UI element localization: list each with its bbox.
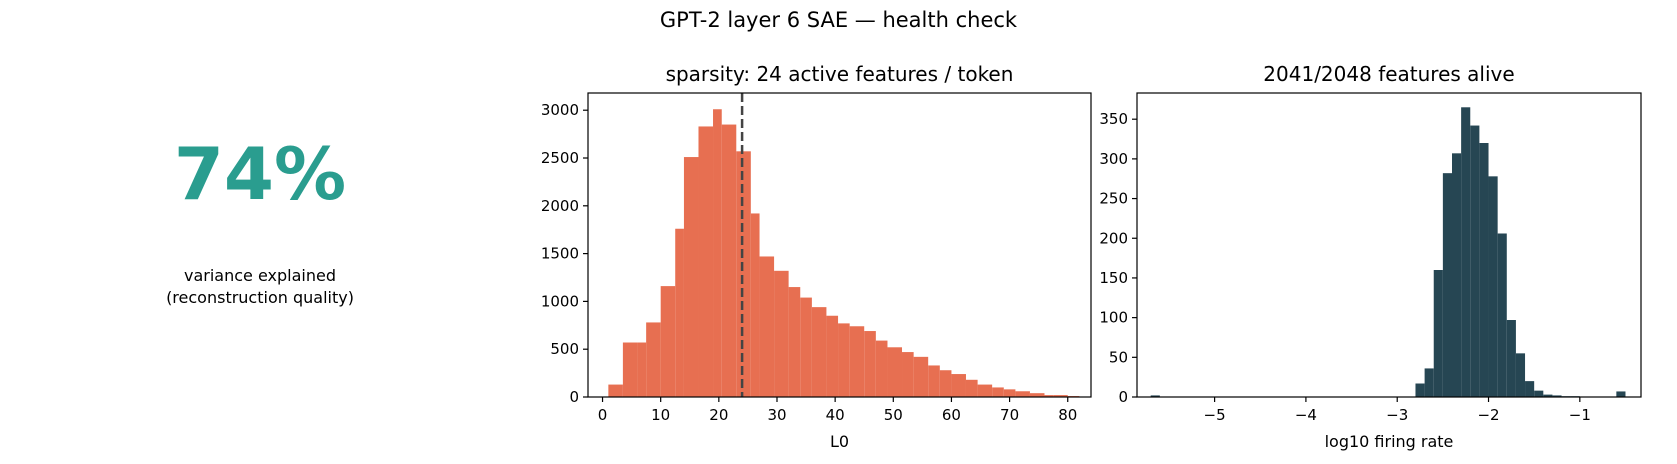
chart-2-y-tick-label: 300 xyxy=(1099,150,1128,168)
chart-2-title: 2041/2048 features alive xyxy=(1263,62,1514,86)
chart-1-bar xyxy=(887,347,903,397)
chart-2-bar xyxy=(1543,394,1553,397)
chart-2-bar xyxy=(1415,383,1425,397)
chart-2: −5 −4 −3 −2 −1 0 50 100 150 200 250 300 350 2041/2048… xyxy=(1099,62,1642,451)
chart-1-x-tick-label: 0 xyxy=(598,406,608,424)
chart-2-bar xyxy=(1616,391,1626,397)
chart-1-bar xyxy=(902,352,914,397)
chart-1-bar xyxy=(928,365,940,397)
chart-2-bar xyxy=(1424,368,1434,397)
chart-1-bar xyxy=(913,356,929,397)
chart-2-x-tick-label: −3 xyxy=(1386,406,1408,424)
chart-1-bar xyxy=(721,124,737,397)
chart-1-bar xyxy=(864,331,876,397)
chart-1-x-tick-label: 60 xyxy=(942,406,961,424)
chart-1-bar xyxy=(849,326,865,397)
chart-2-bar xyxy=(1442,173,1452,397)
chart-1-x-tick-label: 10 xyxy=(651,406,670,424)
chart-1-bar xyxy=(788,287,801,397)
chart-2-y-tick-label: 150 xyxy=(1099,269,1128,287)
chart-2-bar xyxy=(1497,233,1507,397)
chart-1-bar xyxy=(1015,391,1030,397)
chart-1-bar xyxy=(965,379,978,397)
chart-1-y-tick-label: 500 xyxy=(550,340,579,358)
chart-2-frame xyxy=(1136,92,1642,398)
chart-1-y-tick-label: 2500 xyxy=(541,149,579,167)
chart-2-y-tick-label: 200 xyxy=(1099,229,1128,247)
chart-1-x-tick-label: 20 xyxy=(709,406,728,424)
variance-explained-label: variance explained (reconstruction quali… xyxy=(60,265,460,309)
chart-2-bar xyxy=(1552,395,1562,397)
chart-2-bar xyxy=(1534,390,1544,397)
chart-2-x-tick-label: −5 xyxy=(1204,406,1226,424)
chart-1-bar xyxy=(622,342,638,397)
chart-1-bar xyxy=(646,322,661,397)
chart-2-y-tick-label: 50 xyxy=(1109,348,1128,366)
chart-1-bar xyxy=(675,228,684,397)
chart-1-y-tick-label: 0 xyxy=(569,388,579,406)
figure-title: GPT-2 layer 6 SAE — health check xyxy=(659,8,1018,32)
chart-1-bar xyxy=(838,323,850,397)
chart-1-y-tick-label: 3000 xyxy=(541,101,579,119)
metric-label-line-2: (reconstruction quality) xyxy=(166,288,354,307)
chart-1-bar xyxy=(1044,395,1054,397)
chart-2-bar xyxy=(1461,107,1471,398)
chart-1-title: sparsity: 24 active features / token xyxy=(666,62,1014,86)
chart-1-x-tick-label: 80 xyxy=(1058,406,1077,424)
chart-2-y-tick-label: 250 xyxy=(1099,190,1128,208)
chart-2-x-tick-label: −4 xyxy=(1295,406,1317,424)
chart-1-bar xyxy=(713,109,722,397)
chart-1-x-tick-label: 70 xyxy=(1000,406,1019,424)
chart-1-bar xyxy=(608,384,623,397)
chart-2-y-tick-label: 350 xyxy=(1099,110,1128,128)
chart-1-x-tick-label: 30 xyxy=(767,406,786,424)
chart-1-y-tick-label: 1500 xyxy=(541,245,579,263)
variance-explained-value: 74% xyxy=(173,132,347,216)
chart-2-x-axis-label: log10 firing rate xyxy=(1325,432,1454,451)
chart-1-y-tick-label: 2000 xyxy=(541,197,579,215)
chart-1-bar xyxy=(951,374,966,397)
chart-1-bar xyxy=(875,340,888,397)
chart-1-bar xyxy=(1003,389,1016,397)
chart-2-bar xyxy=(1479,143,1489,397)
chart-1-bar xyxy=(811,307,827,397)
chart-1-bar xyxy=(660,286,676,397)
chart-2-bar xyxy=(1525,381,1535,397)
chart-1-bar xyxy=(1053,395,1068,397)
chart-1-bar xyxy=(977,384,993,397)
chart-1-bar xyxy=(736,151,751,397)
chart-1-bar xyxy=(992,387,1004,397)
metric-label-line-1: variance explained xyxy=(184,266,336,285)
chart-1-bar xyxy=(698,126,714,398)
chart-1: 0 10 20 30 40 50 60 70 80 0 500 1000 1500 2000 2500 300… xyxy=(541,62,1092,451)
chart-1-x-axis-label: L0 xyxy=(830,432,849,451)
chart-2-y-tick-label: 100 xyxy=(1099,309,1128,327)
chart-1-x-tick-label: 40 xyxy=(826,406,845,424)
chart-1-x-tick-label: 50 xyxy=(884,406,903,424)
chart-1-bar xyxy=(826,315,839,397)
chart-1-bar xyxy=(800,297,812,397)
chart-2-bar xyxy=(1506,320,1516,397)
chart-1-frame xyxy=(587,92,1092,398)
chart-2-x-tick-label: −1 xyxy=(1569,406,1591,424)
chart-2-bar xyxy=(1488,176,1498,397)
chart-2-y-tick-label: 0 xyxy=(1118,388,1128,406)
chart-2-x-tick-label: −2 xyxy=(1477,406,1499,424)
chart-2-bar xyxy=(1150,395,1160,397)
chart-1-y-tick-label: 1000 xyxy=(541,292,579,310)
chart-2-bar xyxy=(1515,353,1526,397)
chart-2-bar xyxy=(1433,270,1443,397)
chart-1-bar xyxy=(683,157,699,397)
chart-1-bar xyxy=(637,342,647,397)
chart-1-bar xyxy=(774,270,789,397)
chart-1-bar xyxy=(750,213,760,397)
chart-1-bar xyxy=(939,370,952,397)
chart-1-bar xyxy=(1029,393,1045,397)
chart-2-bar xyxy=(1470,125,1480,397)
chart-2-bar xyxy=(1452,153,1462,397)
chart-1-bar xyxy=(759,256,775,397)
